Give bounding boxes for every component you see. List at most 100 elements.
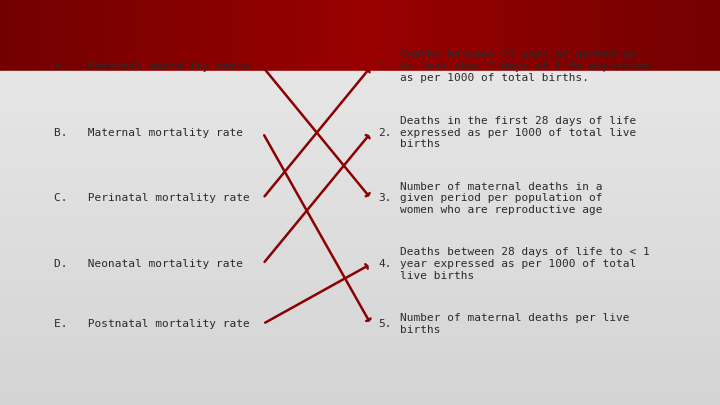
Bar <box>0 154 720 163</box>
Bar <box>0 129 720 138</box>
Bar <box>204 0 216 71</box>
Bar <box>132 0 144 71</box>
Bar <box>0 121 720 129</box>
Bar <box>0 280 720 288</box>
Text: Number of maternal deaths in a
given period per population of
women who are repr: Number of maternal deaths in a given per… <box>400 182 602 215</box>
Bar <box>192 0 204 71</box>
Bar <box>0 71 720 79</box>
Bar <box>0 380 720 388</box>
Bar <box>420 0 432 71</box>
Text: E.   Postnatal mortality rate: E. Postnatal mortality rate <box>54 319 250 329</box>
Bar <box>0 313 720 322</box>
Bar <box>48 0 60 71</box>
Bar <box>96 0 108 71</box>
Bar <box>0 288 720 296</box>
Bar <box>684 0 696 71</box>
Text: Deaths between 28 week of gestation
to less than 7 days of life expressed
as per: Deaths between 28 week of gestation to l… <box>400 50 649 83</box>
Bar <box>648 0 660 71</box>
Bar <box>0 0 12 71</box>
Bar <box>0 347 720 355</box>
Bar <box>564 0 576 71</box>
Bar <box>0 230 720 238</box>
Bar <box>348 0 360 71</box>
Bar <box>240 0 252 71</box>
Text: 3.: 3. <box>378 194 392 203</box>
Bar <box>612 0 624 71</box>
Bar <box>468 0 480 71</box>
Bar <box>300 0 312 71</box>
Bar <box>504 0 516 71</box>
Bar <box>0 221 720 230</box>
Text: B.   Maternal mortality rate: B. Maternal mortality rate <box>54 128 243 138</box>
Text: Number of maternal deaths per live
births: Number of maternal deaths per live birth… <box>400 313 629 335</box>
Bar <box>528 0 540 71</box>
Bar <box>0 146 720 154</box>
Text: 2.: 2. <box>378 128 392 138</box>
Bar <box>0 171 720 179</box>
Bar <box>180 0 192 71</box>
Bar <box>0 87 720 96</box>
Bar <box>228 0 240 71</box>
Bar <box>0 263 720 271</box>
Bar <box>396 0 408 71</box>
Bar <box>0 104 720 113</box>
Bar <box>0 213 720 221</box>
Bar <box>660 0 672 71</box>
Bar <box>588 0 600 71</box>
Bar <box>60 0 72 71</box>
Bar <box>552 0 564 71</box>
Bar <box>0 188 720 196</box>
Bar <box>576 0 588 71</box>
Bar <box>408 0 420 71</box>
Bar <box>264 0 276 71</box>
Text: 1.: 1. <box>378 62 392 72</box>
Bar <box>156 0 168 71</box>
Bar <box>0 338 720 347</box>
Bar <box>480 0 492 71</box>
Bar <box>0 322 720 330</box>
Bar <box>708 0 720 71</box>
Bar <box>324 0 336 71</box>
Text: Deaths between 28 days of life to < 1
year expressed as per 1000 of total
live b: Deaths between 28 days of life to < 1 ye… <box>400 247 649 281</box>
Text: D.   Neonatal mortality rate: D. Neonatal mortality rate <box>54 259 243 269</box>
Bar <box>276 0 288 71</box>
Bar <box>288 0 300 71</box>
Bar <box>120 0 132 71</box>
Bar <box>372 0 384 71</box>
Bar <box>636 0 648 71</box>
Bar <box>0 255 720 263</box>
Bar <box>0 363 720 372</box>
Bar <box>0 305 720 313</box>
Bar <box>384 0 396 71</box>
Text: 4.: 4. <box>378 259 392 269</box>
Bar <box>336 0 348 71</box>
Bar <box>108 0 120 71</box>
Bar <box>144 0 156 71</box>
Text: Deaths in the first 28 days of life
expressed as per 1000 of total live
births: Deaths in the first 28 days of life expr… <box>400 116 636 149</box>
Bar <box>0 246 720 255</box>
Bar <box>540 0 552 71</box>
Bar <box>216 0 228 71</box>
Bar <box>0 138 720 146</box>
Bar <box>0 79 720 87</box>
Bar <box>696 0 708 71</box>
Bar <box>0 271 720 280</box>
Bar <box>0 179 720 188</box>
Bar <box>672 0 684 71</box>
Bar <box>24 0 36 71</box>
Bar <box>0 355 720 363</box>
Bar <box>456 0 468 71</box>
Bar <box>0 238 720 246</box>
Bar <box>36 0 48 71</box>
Bar <box>0 330 720 338</box>
Bar <box>168 0 180 71</box>
Bar <box>360 0 372 71</box>
Bar <box>432 0 444 71</box>
Text: C.   Perinatal mortality rate: C. Perinatal mortality rate <box>54 194 250 203</box>
Bar <box>312 0 324 71</box>
Bar <box>0 205 720 213</box>
Text: A.   Maternal mortality ratio: A. Maternal mortality ratio <box>54 62 250 72</box>
Bar <box>84 0 96 71</box>
Bar <box>600 0 612 71</box>
Bar <box>0 96 720 104</box>
